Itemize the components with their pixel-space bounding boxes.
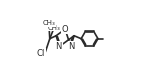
Text: Cl: Cl (37, 49, 45, 58)
Text: N: N (55, 42, 62, 51)
Text: CH₃: CH₃ (43, 20, 55, 26)
Text: O: O (62, 25, 68, 34)
Text: CH₃: CH₃ (48, 25, 61, 31)
Text: N: N (68, 42, 75, 51)
